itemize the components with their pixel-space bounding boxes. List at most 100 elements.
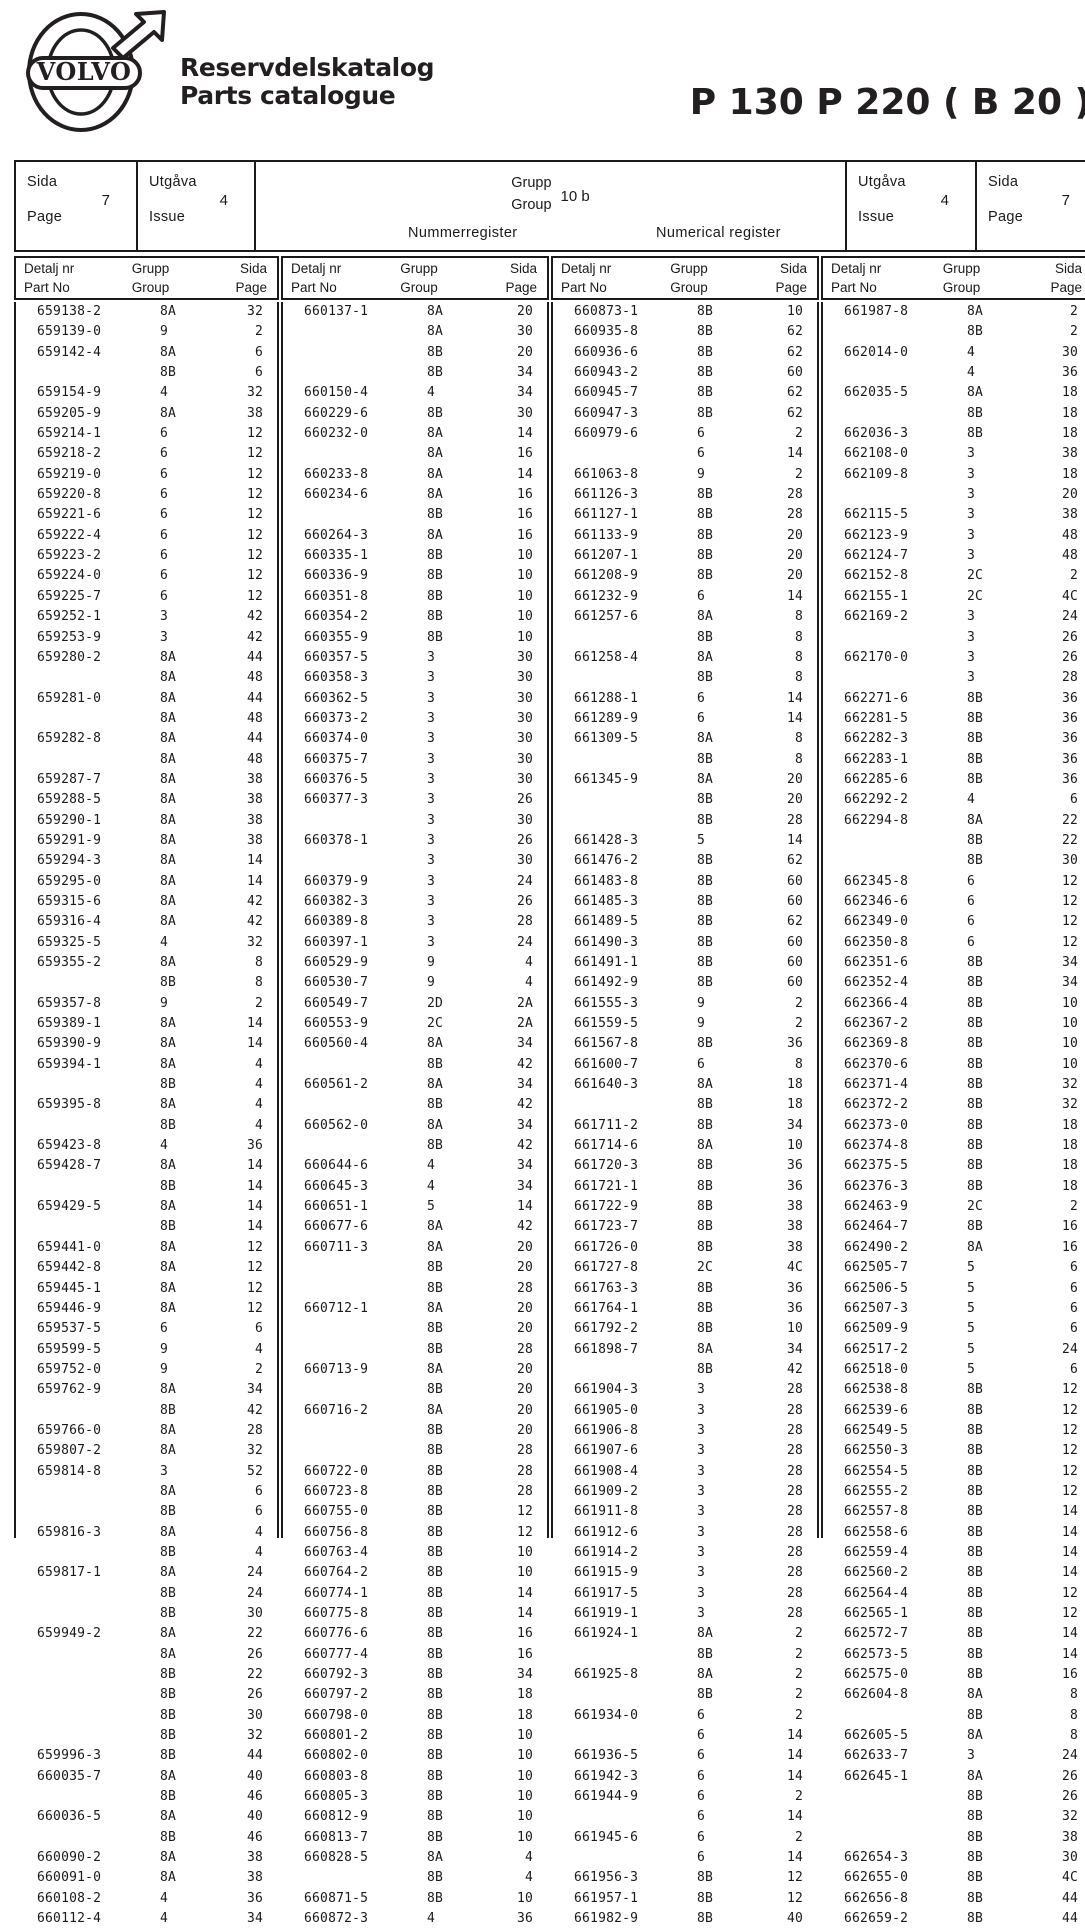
table-row: 660035-7 8A 40 [26, 1767, 269, 1787]
part-number-cell: 661722-9 [574, 1199, 639, 1215]
page-cell: 12 [246, 1300, 263, 1316]
page-cell: 2 [794, 466, 803, 482]
group-cell: 8B [427, 1544, 444, 1560]
part-number-cell: 661711-2 [574, 1117, 639, 1133]
group-cell: 8B [967, 1036, 984, 1052]
part-number-cell: 661898-7 [574, 1341, 639, 1357]
header-group-en: Group [400, 280, 438, 295]
table-row: 660376-5 3 30 [293, 770, 539, 790]
table-row: 8B 4 [26, 1075, 269, 1095]
table-row: 660797-2 8B 18 [293, 1685, 539, 1705]
part-number-cell [26, 668, 138, 688]
part-number-cell [26, 1116, 138, 1136]
group-cell: 8B [697, 1321, 714, 1337]
table-row: 660802-0 8B 10 [293, 1746, 539, 1766]
table-row: 662283-1 8B 36 [833, 750, 1084, 770]
part-number-cell: 662281-5 [844, 710, 909, 726]
group-cell: 3 [967, 1748, 976, 1764]
table-row: 659290-1 8A 38 [26, 811, 269, 831]
group-cell: 3 [427, 710, 436, 726]
part-number-cell: 659252-1 [37, 609, 102, 625]
header-group-en: Group [942, 280, 981, 295]
table-row: 659154-9 4 32 [26, 383, 269, 403]
page-cell: 14 [1061, 1524, 1078, 1540]
table-row: 8B 4 [293, 1868, 539, 1888]
part-number-cell: 661936-5 [574, 1748, 639, 1764]
group-cell: 8B [697, 1178, 714, 1194]
part-number-cell [26, 1177, 138, 1197]
page-cell: 4 [254, 1524, 263, 1540]
table-row: 660764-2 8B 10 [293, 1563, 539, 1583]
part-number-cell: 659807-2 [37, 1443, 102, 1459]
table-row: 662035-5 8A 18 [833, 383, 1084, 403]
table-row: 661208-9 8B 20 [563, 566, 809, 586]
group-cell: 8A [160, 1036, 177, 1052]
part-number-cell: 661133-9 [574, 527, 639, 543]
part-number-cell: 661944-9 [574, 1789, 639, 1805]
group-cell: 8A [697, 771, 714, 787]
group-cell: 8B [967, 1870, 984, 1886]
table-row: 662350-8 6 12 [833, 933, 1084, 953]
group-cell: 8A [697, 1077, 714, 1093]
group-cell: 8B [160, 365, 177, 381]
group-cell: 6 [160, 568, 169, 584]
page-cell: 28 [246, 1422, 263, 1438]
part-number-cell: 660792-3 [304, 1667, 369, 1683]
page-cell: 42 [246, 1402, 263, 1418]
part-number-cell: 660723-8 [304, 1483, 369, 1499]
part-number-cell: 660375-7 [304, 751, 369, 767]
table-row: 661907-6 3 28 [563, 1441, 809, 1461]
table-row: 659441-0 8A 12 [26, 1238, 269, 1258]
page-cell: 30 [246, 1606, 263, 1621]
part-number-cell: 662539-6 [844, 1402, 909, 1418]
table-row: 659390-9 8A 14 [26, 1034, 269, 1054]
page-cell: 44 [246, 690, 263, 706]
table-row: 8A 6 [26, 1482, 269, 1502]
group-cell: 9 [160, 1341, 169, 1357]
page-cell: 20 [786, 527, 803, 543]
page-cell: 30 [1061, 1850, 1078, 1866]
page-cell: 14 [246, 1199, 263, 1215]
table-row: 659295-0 8A 14 [26, 872, 269, 892]
group-cell: 8B [967, 1402, 984, 1418]
group-cell: 6 [697, 1768, 706, 1784]
page-cell: 24 [516, 934, 533, 950]
page-cell: 8 [254, 955, 263, 970]
table-row: 8B 30 [26, 1706, 269, 1726]
group-cell: 8A [967, 812, 984, 828]
page-cell: 10 [516, 1565, 533, 1581]
group-cell: 8A [160, 710, 177, 726]
part-number-cell: 662654-3 [844, 1850, 909, 1866]
part-number-cell: 660777-4 [304, 1646, 369, 1662]
group-cell: 6 [160, 466, 169, 482]
page-cell: 18 [516, 1687, 533, 1703]
part-number-cell: 662517-2 [844, 1341, 909, 1357]
part-number-cell [833, 1706, 945, 1726]
page-cell: 44 [246, 1748, 263, 1764]
group-cell: 8B [697, 405, 714, 421]
group-cell: 8B [967, 1585, 984, 1601]
page-cell: 36 [1061, 710, 1078, 726]
group-cell: 8B [427, 1667, 444, 1683]
group-cell: 3 [967, 670, 976, 686]
svg-text:VOLVO: VOLVO [36, 57, 132, 86]
table-row: 662655-0 8B 4C [833, 1868, 1084, 1888]
table-row: 8B 20 [563, 790, 809, 810]
page-cell: 14 [786, 1748, 803, 1764]
group-cell: 8B [697, 812, 714, 828]
page-cell: 18 [1061, 1178, 1078, 1194]
table-row: 662285-6 8B 36 [833, 770, 1084, 790]
table-row: 662155-1 2C 4C [833, 587, 1084, 607]
table-row: 662557-8 8B 14 [833, 1502, 1084, 1522]
group-cell: 8B [967, 324, 984, 340]
table-row: 661600-7 6 8 [563, 1055, 809, 1075]
group-cell: 8B [967, 1565, 984, 1581]
header-group-en: Group [131, 280, 170, 295]
group-cell: 3 [427, 649, 436, 665]
part-number-cell: 662370-6 [844, 1056, 909, 1072]
table-row: 8B 20 [293, 1258, 539, 1278]
page-cell: 12 [246, 507, 263, 523]
table-row: 660377-3 3 26 [293, 790, 539, 810]
part-number-cell: 662633-7 [844, 1748, 909, 1764]
table-row: 661489-5 8B 62 [563, 912, 809, 932]
